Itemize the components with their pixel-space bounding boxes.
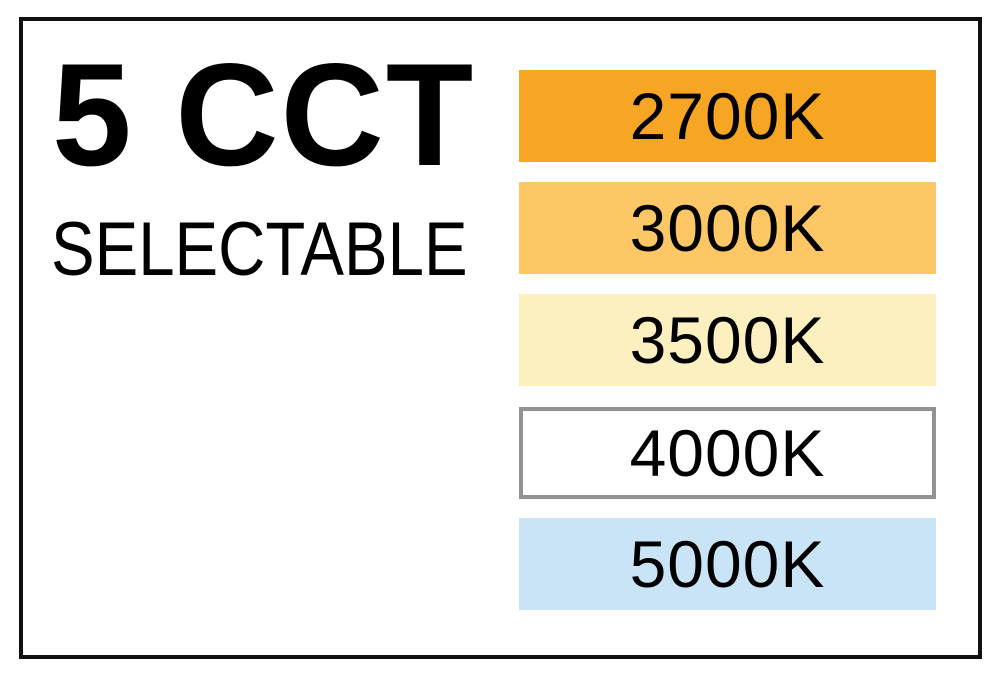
swatch-label: 3000K <box>629 191 826 265</box>
swatch-label: 4000K <box>629 416 826 490</box>
swatch-5000k: 5000K <box>519 518 936 610</box>
swatch-2700k: 2700K <box>519 70 936 162</box>
swatch-label: 3500K <box>629 303 826 377</box>
swatch-label: 2700K <box>629 79 826 153</box>
swatch-label: 5000K <box>629 527 826 601</box>
outer-border <box>19 17 982 659</box>
swatch-3000k: 3000K <box>519 182 936 274</box>
title: 5 CCT <box>52 33 476 196</box>
subtitle: SELECTABLE <box>51 207 468 292</box>
swatch-3500k: 3500K <box>519 294 936 386</box>
swatch-4000k: 4000K <box>519 407 936 499</box>
